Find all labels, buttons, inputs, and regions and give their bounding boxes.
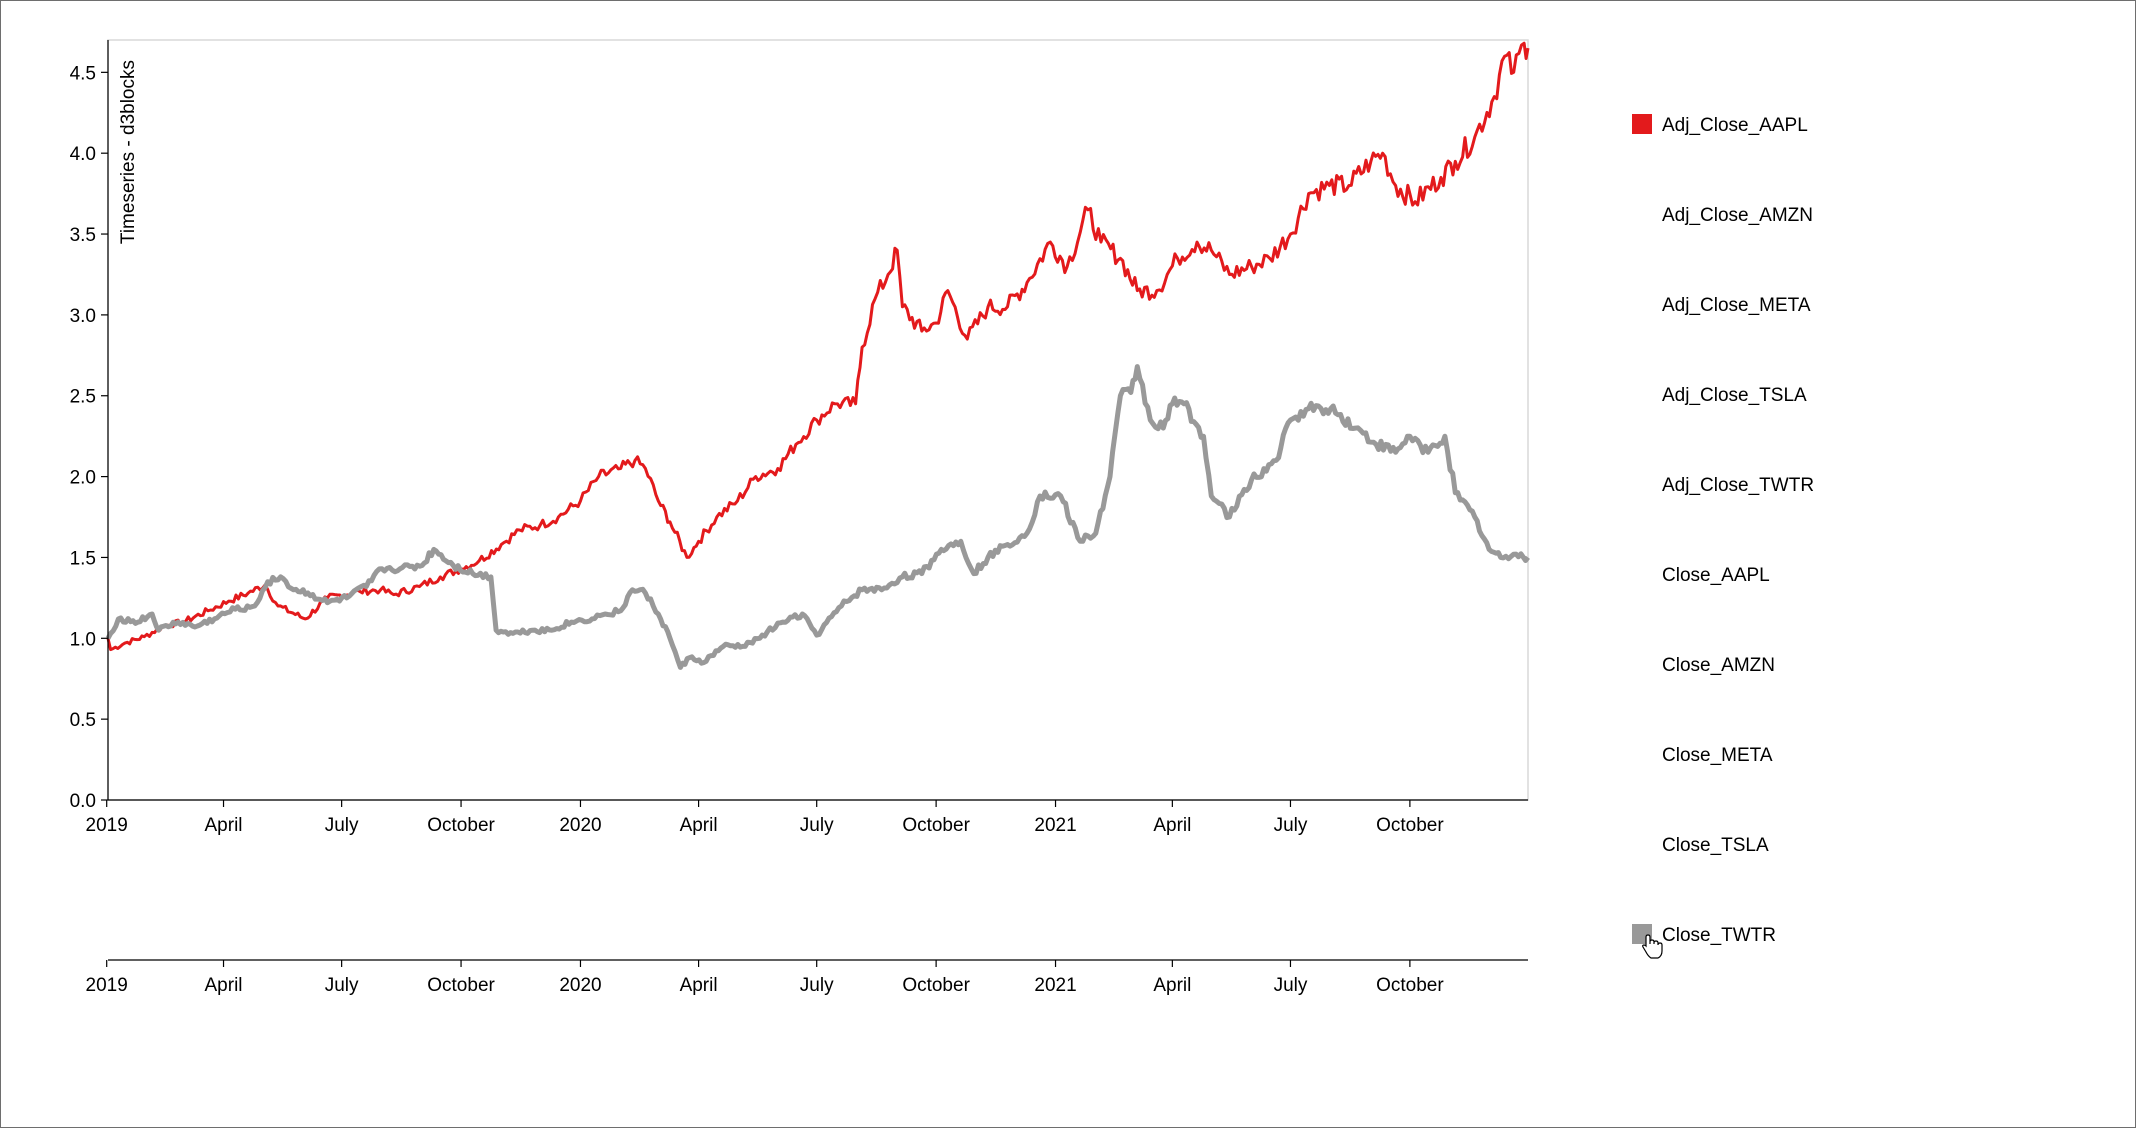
x-axis-tick-label: April (205, 815, 243, 836)
legend-swatch (1632, 204, 1652, 224)
x-axis-brush-tick-label: April (205, 975, 243, 996)
legend-label: Adj_Close_AMZN (1662, 205, 1813, 226)
legend-label: Close_TWTR (1662, 925, 1776, 946)
legend-swatch (1632, 834, 1652, 854)
legend-swatch (1632, 564, 1652, 584)
legend-label: Adj_Close_TWTR (1662, 475, 1814, 496)
legend-item-close-tsla[interactable]: Close_TSLA (1632, 834, 1769, 856)
legend-label: Close_META (1662, 745, 1773, 766)
legend-item-adj-close-amzn[interactable]: Adj_Close_AMZN (1632, 204, 1813, 226)
legend-item-adj-close-meta[interactable]: Adj_Close_META (1632, 294, 1811, 316)
legend: Adj_Close_AAPL Adj_Close_AMZN Adj_Close_ME… (1632, 114, 1814, 946)
legend-swatch (1632, 384, 1652, 404)
x-axis-brush-tick-label: October (902, 975, 970, 996)
x-axis-main: 2019 April July October 2020 April July October… (86, 800, 1528, 836)
x-axis-tick-label: October (902, 815, 970, 836)
legend-swatch (1632, 654, 1652, 674)
y-tick-label: 1.0 (70, 629, 96, 650)
legend-label: Adj_Close_AAPL (1662, 115, 1808, 136)
series-group (108, 43, 1528, 667)
legend-item-adj-close-tsla[interactable]: Adj_Close_TSLA (1632, 384, 1807, 406)
y-tick-label: 0.5 (70, 710, 96, 731)
legend-item-close-aapl[interactable]: Close_AAPL (1632, 564, 1770, 586)
x-axis-brush-tick-label: 2019 (86, 975, 128, 996)
y-tick-label: 3.0 (70, 306, 96, 327)
x-axis-tick-label: 2020 (559, 815, 601, 836)
y-axis: 0.0 0.5 1.0 1.5 2.0 2.5 3.0 3.5 4.0 4.5 (70, 40, 108, 812)
x-axis-brush-tick-label: April (1153, 975, 1191, 996)
x-axis-tick-label: April (680, 815, 718, 836)
legend-item-close-amzn[interactable]: Close_AMZN (1632, 654, 1775, 676)
series-line-close-twtr (108, 367, 1528, 668)
legend-label: Close_AMZN (1662, 655, 1775, 676)
x-axis-tick-label: 2019 (86, 815, 128, 836)
legend-label: Adj_Close_TSLA (1662, 385, 1807, 406)
x-axis-brush: 2019 April July October 2020 April July October… (86, 960, 1528, 996)
x-axis-brush-tick-label: October (427, 975, 495, 996)
x-axis-brush-tick-label: July (800, 975, 834, 996)
y-tick-label: 2.0 (70, 468, 96, 489)
hand-cursor-shape (1643, 935, 1662, 958)
legend-label: Close_AAPL (1662, 565, 1770, 586)
hand-cursor-icon (1643, 935, 1662, 958)
legend-label: Adj_Close_META (1662, 295, 1811, 316)
y-tick-label: 2.5 (70, 387, 96, 408)
y-tick-label: 0.0 (70, 791, 96, 812)
series-line-adj-close-aapl (108, 43, 1528, 649)
legend-item-adj-close-twtr[interactable]: Adj_Close_TWTR (1632, 474, 1814, 496)
x-axis-tick-label: October (1376, 815, 1444, 836)
plot-area (108, 40, 1528, 800)
legend-item-adj-close-aapl[interactable]: Adj_Close_AAPL (1632, 114, 1808, 136)
x-axis-brush-tick-label: 2020 (559, 975, 601, 996)
x-axis-brush-tick-label: April (680, 975, 718, 996)
y-tick-label: 4.0 (70, 144, 96, 165)
x-axis-tick-label: July (1274, 815, 1308, 836)
x-axis-tick-label: July (800, 815, 834, 836)
x-axis-brush-tick-label: October (1376, 975, 1444, 996)
x-axis-brush-tick-label: July (325, 975, 359, 996)
legend-label: Close_TSLA (1662, 835, 1769, 856)
legend-item-close-meta[interactable]: Close_META (1632, 744, 1773, 766)
x-axis-tick-label: April (1153, 815, 1191, 836)
legend-swatch (1632, 114, 1652, 134)
x-axis-brush-tick-label: 2021 (1034, 975, 1076, 996)
legend-swatch (1632, 744, 1652, 764)
x-axis-tick-label: October (427, 815, 495, 836)
x-axis-tick-label: July (325, 815, 359, 836)
legend-swatch (1632, 474, 1652, 494)
y-tick-label: 1.5 (70, 548, 96, 569)
y-axis-label: Timeseries - d3blocks (118, 60, 139, 244)
x-axis-brush-tick-label: July (1274, 975, 1308, 996)
y-tick-label: 3.5 (70, 225, 96, 246)
legend-swatch (1632, 294, 1652, 314)
y-tick-label: 4.5 (70, 63, 96, 84)
x-axis-tick-label: 2021 (1034, 815, 1076, 836)
